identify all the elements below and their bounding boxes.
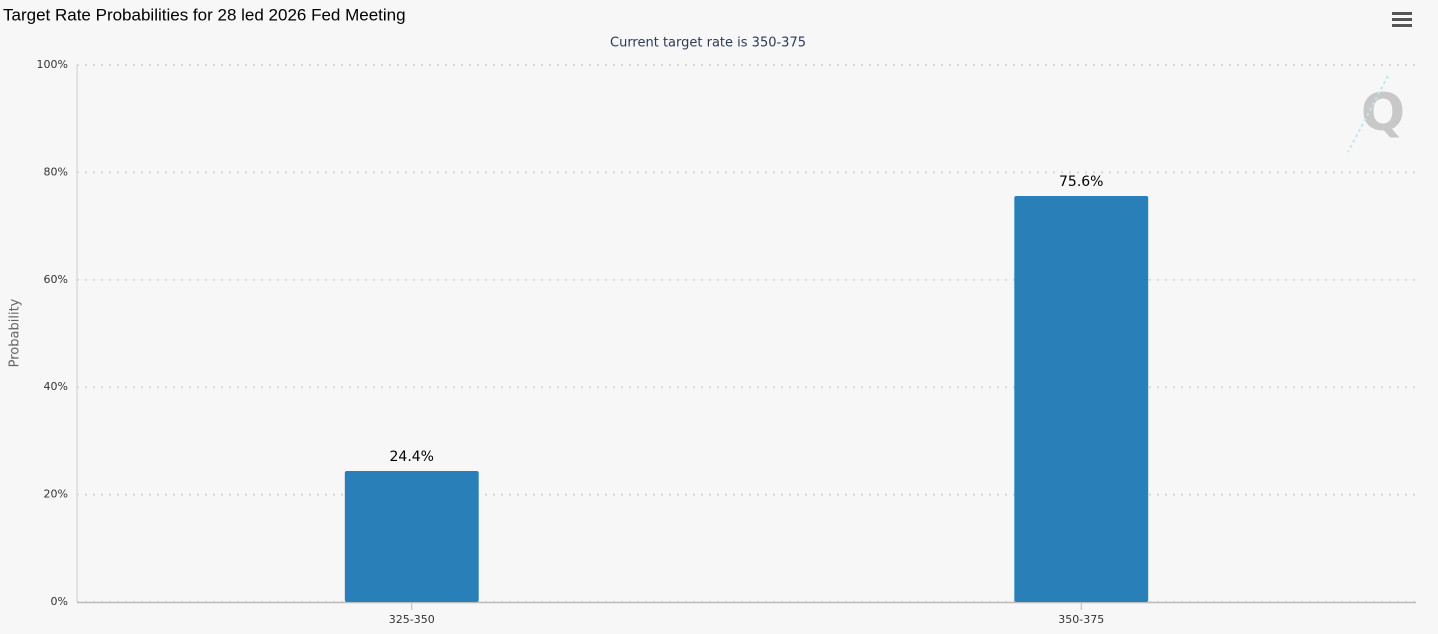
- watermark-logo: Q: [1347, 75, 1405, 153]
- bar: [1014, 196, 1149, 602]
- data-label: 24.4%: [390, 449, 434, 465]
- x-tick-label: 350-375: [1058, 613, 1104, 626]
- menu-bar: [1392, 12, 1412, 15]
- logo-stroke: [1347, 75, 1389, 153]
- y-tick-label: 20%: [44, 488, 68, 501]
- chart-subtitle: Current target rate is 350-375: [610, 36, 806, 51]
- y-axis-label: Probability: [8, 298, 23, 367]
- logo-glyph: Q: [1361, 83, 1405, 143]
- chart-title: Target Rate Probabilities for 28 led 202…: [3, 5, 406, 24]
- menu-button[interactable]: [1392, 12, 1412, 27]
- x-tick-label: 325-350: [389, 613, 435, 626]
- y-tick-label: 0%: [51, 595, 68, 608]
- y-tick-label: 60%: [44, 273, 68, 286]
- y-tick-label: 100%: [37, 58, 68, 71]
- data-label: 75.6%: [1059, 174, 1103, 190]
- y-tick-label: 40%: [44, 380, 68, 393]
- y-tick-label: 80%: [44, 165, 68, 178]
- bar: [344, 470, 479, 602]
- menu-bar: [1392, 24, 1412, 27]
- menu-bar: [1392, 18, 1412, 21]
